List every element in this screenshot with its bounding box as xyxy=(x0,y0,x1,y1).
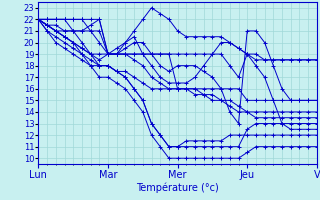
X-axis label: Température (°c): Température (°c) xyxy=(136,182,219,193)
